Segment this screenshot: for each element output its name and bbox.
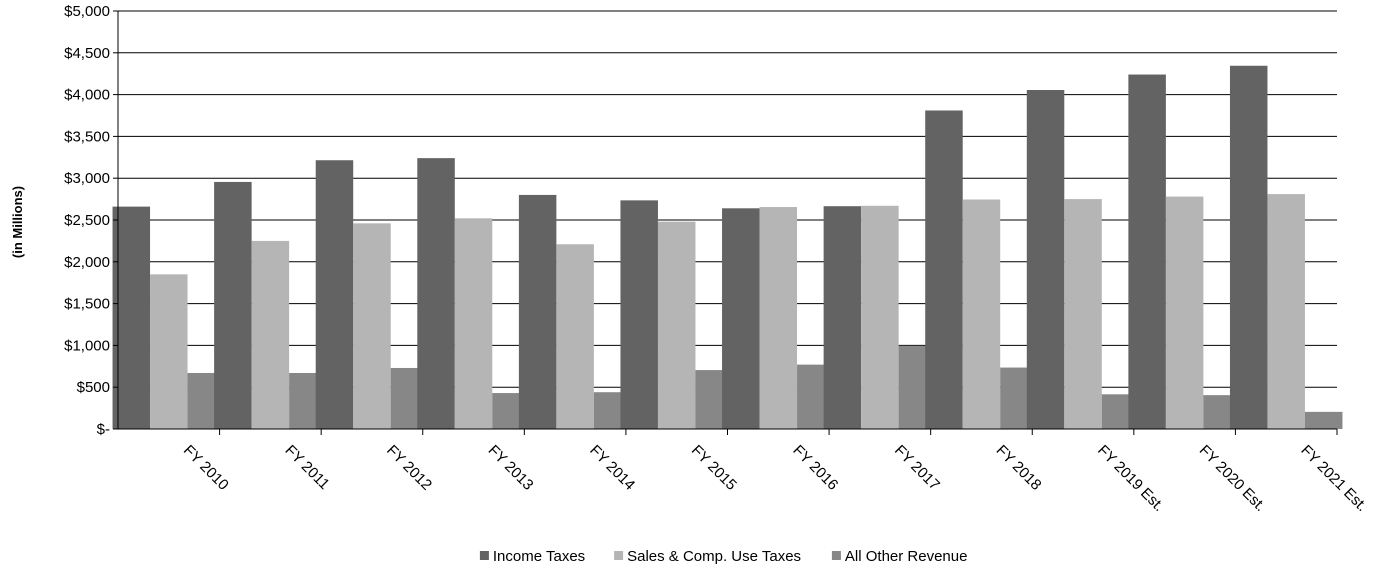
bar-income-taxes: Income Taxes FY 2013: 3240 [417,158,455,430]
bar-income-taxes: Income Taxes FY 2020 Est.: 4240 [1128,74,1166,429]
y-axis-ticks: $- $500 $1,000 $1,500 $2,000 $2,500 $3,000 $3,5… [64,3,118,438]
bar-all-other-revenue: All Other Revenue FY 2021 Est.: 205 [1304,411,1343,429]
bar-sales-comp-use-taxes: Sales & Comp. Use Taxes FY 2018: 2745 [962,199,1001,429]
x-tick-label: FY 2018 [993,442,1045,494]
x-tick-label: FY 2019 Est. [1094,442,1167,515]
y-tick-label: $- [97,421,110,438]
x-tick-label: FY 2014 [586,442,638,494]
x-tick-label: FY 2021 Est. [1297,442,1370,515]
legend-swatch [479,551,489,560]
x-tick-label: FY 2016 [789,442,841,494]
bar-income-taxes: Income Taxes FY 2015: 2735 [620,200,658,429]
x-tick-label: FY 2017 [891,442,943,494]
y-tick-label: $4,500 [64,45,110,62]
y-tick-label: $2,500 [64,212,110,229]
bar-income-taxes: Income Taxes FY 2021 Est.: 4345 [1229,65,1268,430]
y-tick-label: $2,000 [64,254,110,271]
bar-sales-comp-use-taxes: Sales & Comp. Use Taxes FY 2017: 2670 [861,205,899,429]
bar-income-taxes: Income Taxes FY 2018: 3810 [925,110,963,429]
bar-sales-comp-use-taxes: Sales & Comp. Use Taxes FY 2019 Est.: 27… [1064,199,1102,429]
y-tick-label: $1,500 [64,296,110,313]
y-tick-label: $500 [77,379,110,396]
y-tick-label: $5,000 [64,3,110,20]
bar-income-taxes: Income Taxes FY 2014: 2800 [518,194,557,429]
bar-sales-comp-use-taxes: Sales & Comp. Use Taxes FY 2014: 2210 [556,244,594,429]
bar-sales-comp-use-taxes: Sales & Comp. Use Taxes FY 2015: 2480 [657,221,696,429]
y-tick-label: $3,000 [64,170,110,187]
x-axis-ticks: FY 2010 FY 2011 FY 2012 FY 2013 FY 2014 FY 20… [180,429,1371,515]
bar-income-taxes: Income Taxes FY 2010: 2660 [112,206,151,429]
bar-sales-comp-use-taxes: Sales & Comp. Use Taxes FY 2021 Est.: 28… [1267,194,1305,429]
x-tick-label: FY 2015 [688,442,740,494]
legend: Income Taxes Sales & Comp. Use Taxes All O… [479,548,968,565]
bar-sales-comp-use-taxes: Sales & Comp. Use Taxes FY 2012: 2460 [353,223,391,429]
legend-label: Sales & Comp. Use Taxes [627,548,801,565]
bar-income-taxes: Income Taxes FY 2012: 3215 [315,160,354,429]
y-tick-label: $4,000 [64,87,110,104]
x-tick-label: FY 2013 [485,442,537,494]
bar-sales-comp-use-taxes: Sales & Comp. Use Taxes FY 2020 Est.: 27… [1165,196,1204,429]
bar-sales-comp-use-taxes: Sales & Comp. Use Taxes FY 2016: 2655 [759,207,798,429]
x-tick-label: FY 2012 [383,442,435,494]
bar-income-taxes: Income Taxes FY 2011: 2955 [214,181,252,429]
bars: Income Taxes FY 2010: 2660Sales & Comp. … [112,65,1343,430]
legend-label: Income Taxes [493,548,585,565]
x-tick-label: FY 2011 [282,442,333,493]
x-tick-label: FY 2020 Est. [1196,442,1269,515]
x-tick-label: FY 2010 [180,442,232,494]
bar-income-taxes: Income Taxes FY 2016: 2640 [722,208,760,429]
legend-swatch [831,551,841,560]
y-axis-label: (in Millions) [10,186,25,258]
bar-sales-comp-use-taxes: Sales & Comp. Use Taxes FY 2013: 2520 [454,218,493,429]
y-tick-label: $1,000 [64,337,110,354]
bar-income-taxes: Income Taxes FY 2019 Est.: 4055 [1026,90,1065,429]
y-tick-label: $3,500 [64,128,110,145]
bar-sales-comp-use-taxes: Sales & Comp. Use Taxes FY 2011: 2250 [251,240,290,429]
legend-label: All Other Revenue [845,548,968,565]
bar-income-taxes: Income Taxes FY 2017: 2665 [823,206,862,429]
legend-swatch [614,551,624,560]
bar-sales-comp-use-taxes: Sales & Comp. Use Taxes FY 2010: 1850 [150,274,188,429]
